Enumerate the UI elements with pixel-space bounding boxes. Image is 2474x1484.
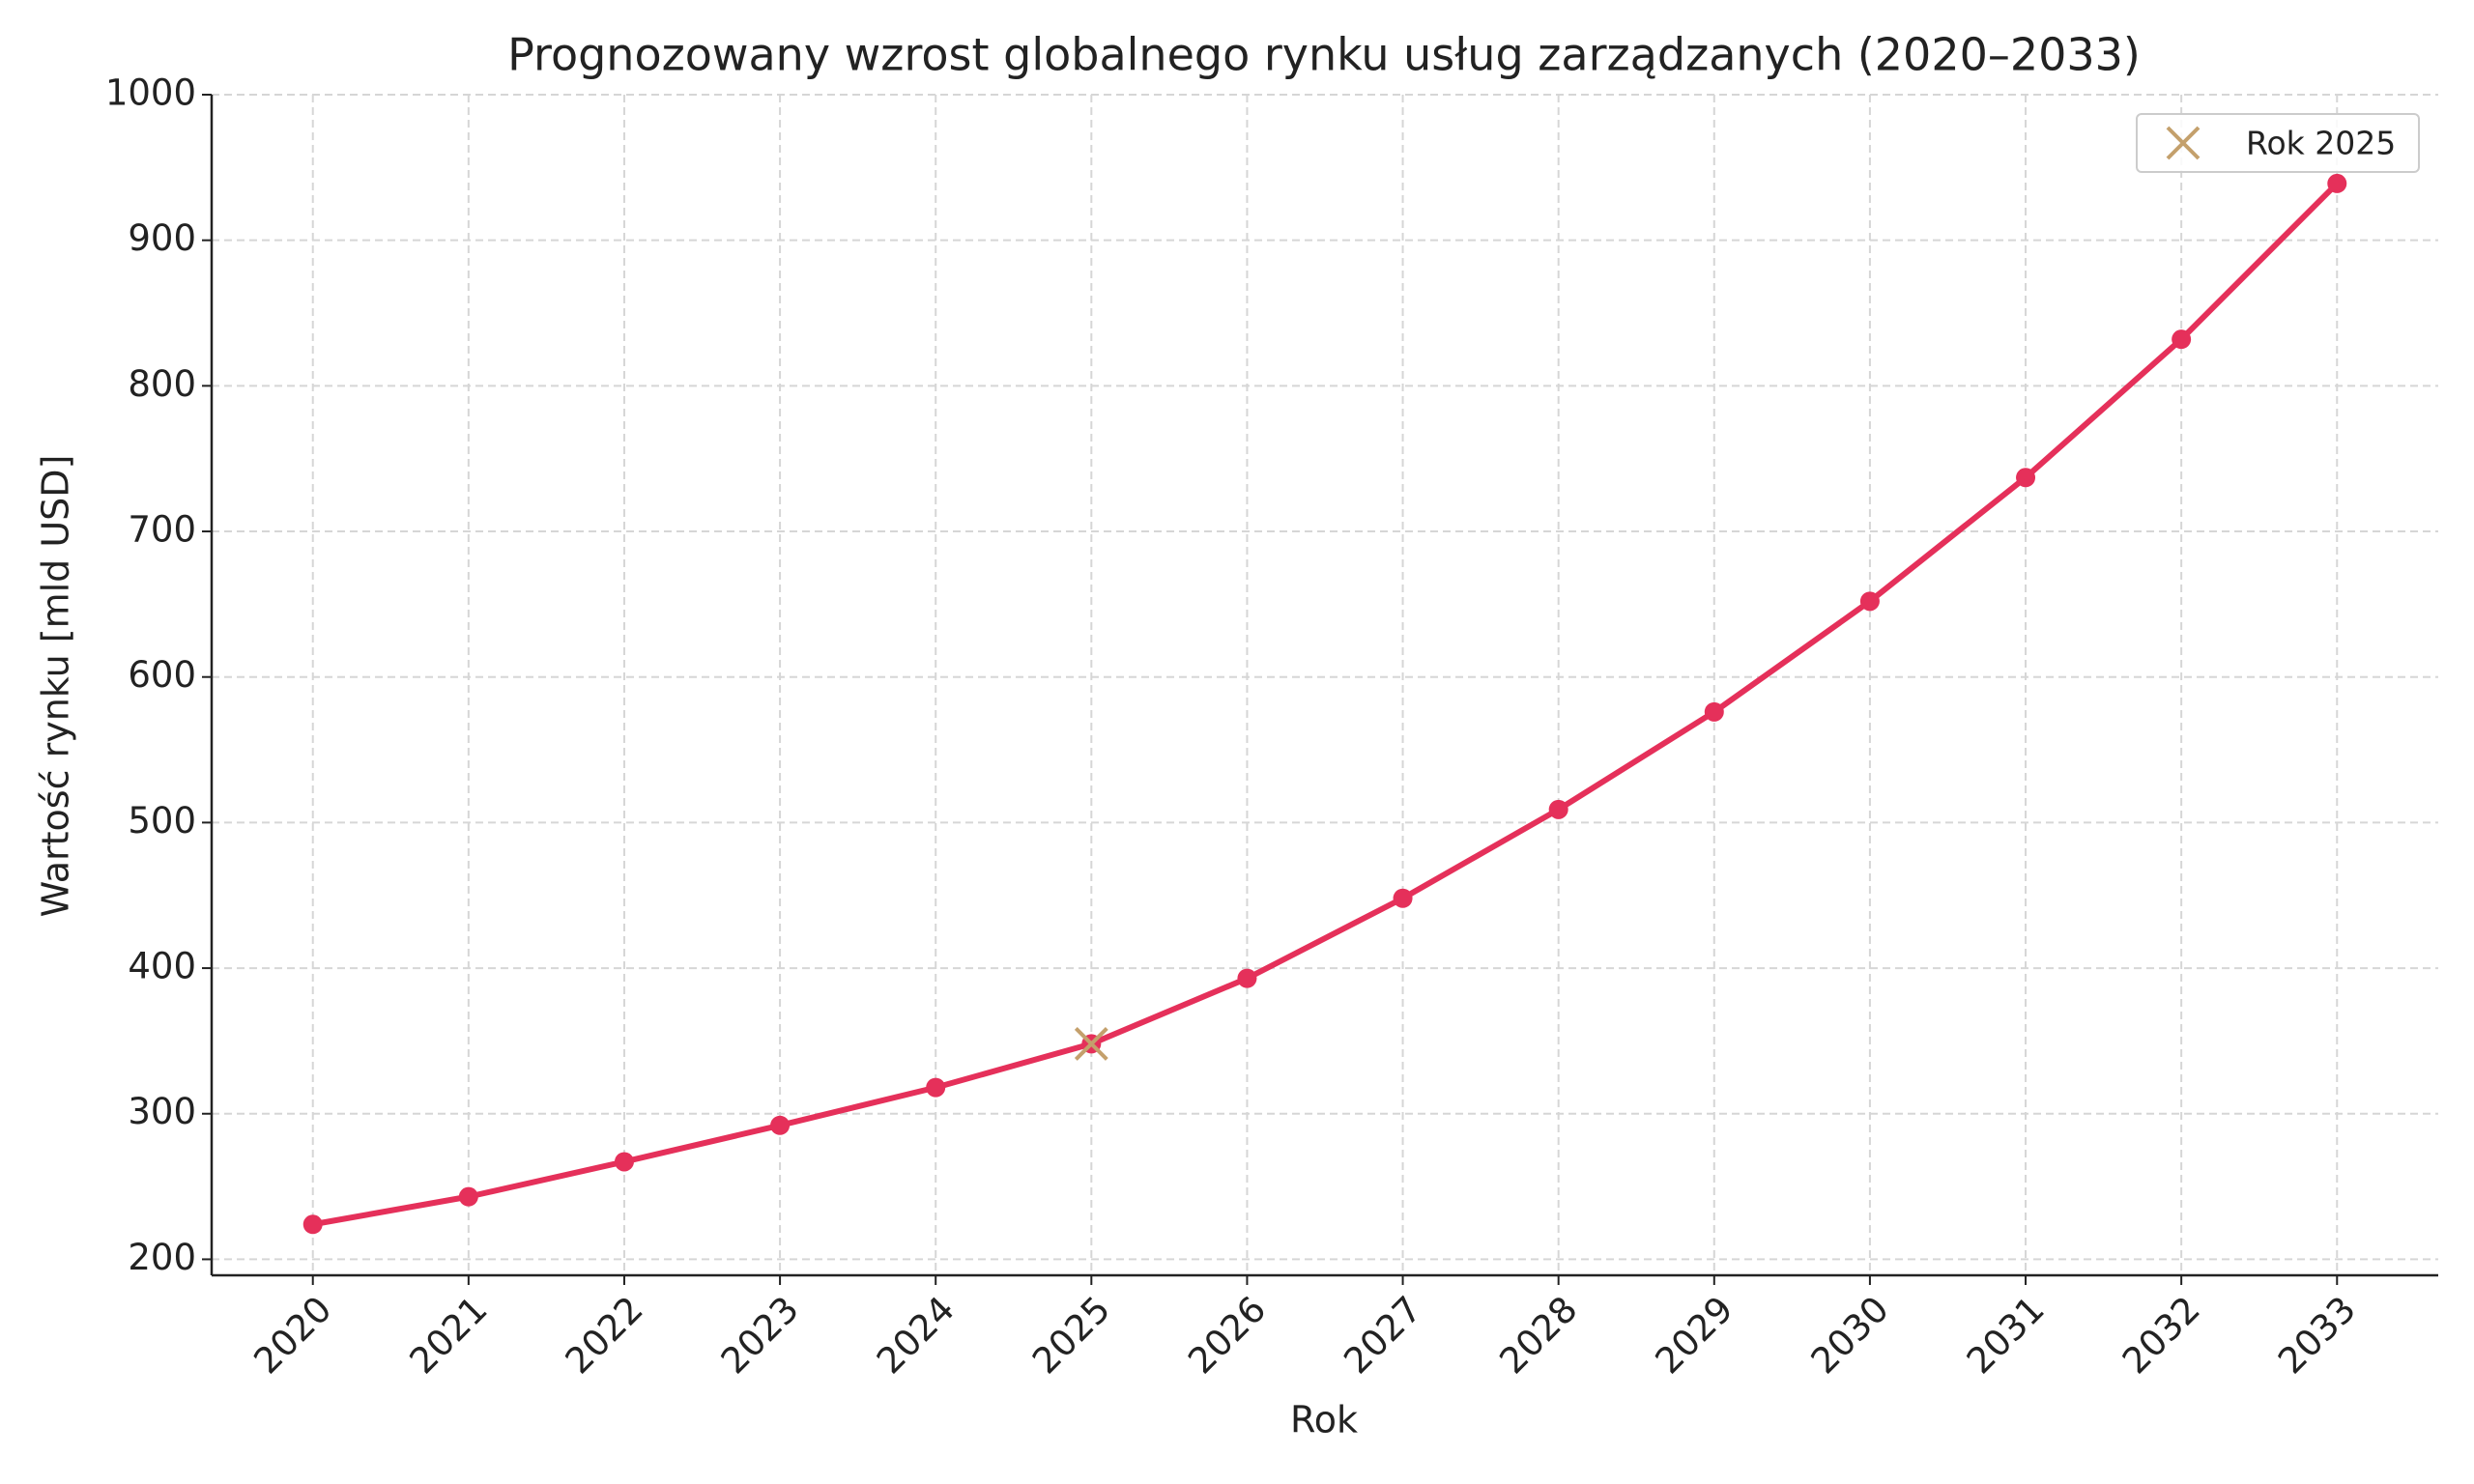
x-tick-label: 2021 [402, 1288, 496, 1382]
x-tick-label: 2028 [1491, 1288, 1585, 1382]
y-tick-label: 800 [128, 363, 196, 405]
point [2327, 173, 2347, 193]
x-tick-label: 2020 [246, 1288, 340, 1382]
highlight-marker [1074, 1027, 1108, 1061]
point [1237, 968, 1257, 988]
x-tick-label: 2032 [2114, 1288, 2208, 1382]
x-tick-label: 2029 [1648, 1288, 1741, 1382]
point [458, 1186, 478, 1207]
x-tick-label: 2033 [2270, 1288, 2364, 1382]
point [926, 1077, 946, 1098]
y-tick-label: 1000 [105, 72, 196, 114]
y-tick-label: 900 [128, 217, 196, 259]
point [2016, 468, 2036, 488]
y-tick-label: 700 [128, 509, 196, 551]
x-tick-label: 2031 [1959, 1288, 2053, 1382]
x-tick-label: 2022 [558, 1288, 651, 1382]
x-tick-label: 2026 [1180, 1288, 1274, 1382]
x-tick-label: 2027 [1336, 1288, 1429, 1382]
x-tick-label: 2023 [713, 1288, 807, 1382]
x-axis-label: Rok [1290, 1399, 1358, 1441]
x-tick-label: 2024 [869, 1288, 963, 1382]
y-tick-label: 600 [128, 654, 196, 696]
line [312, 181, 2340, 1228]
y-tick-label: 500 [128, 800, 196, 842]
point [614, 1152, 634, 1172]
point [1548, 799, 1568, 819]
legend-marker [2166, 126, 2201, 160]
point [302, 1214, 323, 1235]
legend-box [2136, 113, 2420, 173]
chart-title: Prognozowany wzrost globalnego rynku usł… [507, 29, 2141, 81]
y-tick-label: 400 [128, 946, 196, 987]
point [1859, 591, 1880, 612]
y-tick-label: 300 [128, 1091, 196, 1132]
x-tick-label: 2025 [1024, 1288, 1118, 1382]
point [2172, 329, 2192, 350]
y-tick-label: 200 [128, 1237, 196, 1278]
point [1704, 701, 1724, 722]
y-axis-label: Wartość rynku [mld USD] [35, 455, 77, 918]
x-tick-label: 2030 [1803, 1288, 1897, 1382]
point [770, 1115, 791, 1135]
legend-label: Rok 2025 [2246, 125, 2396, 162]
point [1393, 888, 1413, 908]
